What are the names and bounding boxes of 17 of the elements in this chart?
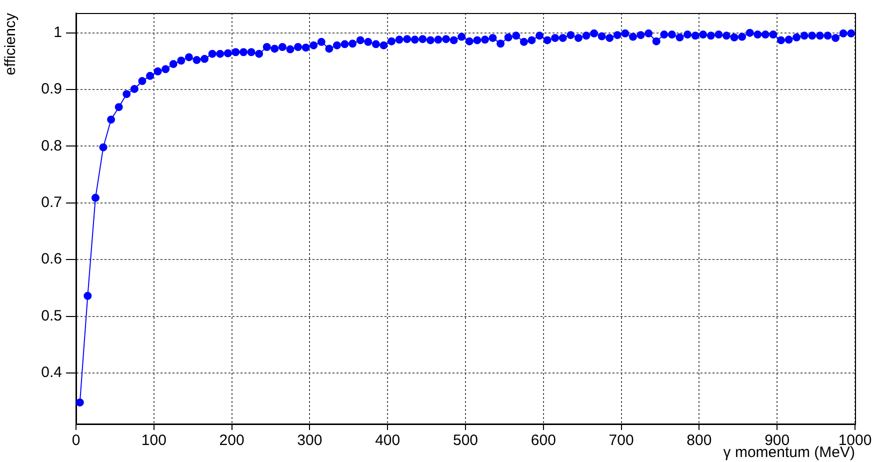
y-tick-label: 0.8 xyxy=(41,137,62,154)
x-tick-label: 600 xyxy=(530,432,556,450)
x-tick-label: 100 xyxy=(141,432,166,450)
y-tick-label: 0.7 xyxy=(41,194,62,212)
y-tick-label: 0.5 xyxy=(41,307,62,324)
y-tick-label: 1 xyxy=(54,24,62,41)
x-tick-label: 800 xyxy=(686,432,712,450)
y-tick-label: 0.4 xyxy=(41,364,62,382)
y-tick-label: 0.6 xyxy=(41,250,62,268)
x-tick-label: 0 xyxy=(72,432,80,450)
x-tick-label: 700 xyxy=(608,432,634,450)
y-axis-title: efficiency xyxy=(2,12,20,76)
x-tick-label: 300 xyxy=(297,432,322,450)
x-tick-label: 500 xyxy=(452,432,478,450)
x-tick-label: 400 xyxy=(375,432,400,450)
x-tick-label: 200 xyxy=(219,432,244,450)
y-tick-label: 0.9 xyxy=(41,80,62,98)
